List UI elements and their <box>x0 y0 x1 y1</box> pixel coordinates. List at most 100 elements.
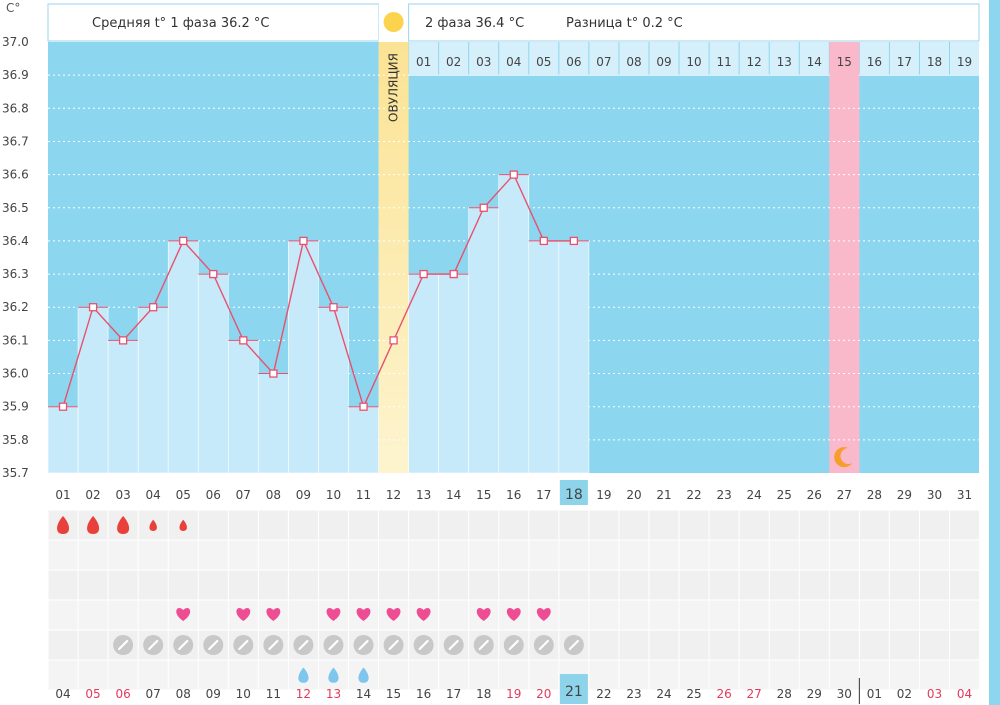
pill-icon-stroke <box>298 639 309 651</box>
phase2-day-label: 01 <box>416 55 431 69</box>
temperature-bar <box>318 306 349 474</box>
symptom-cell <box>258 510 288 540</box>
x-tick-label: 08 <box>266 488 281 502</box>
symptom-cell <box>889 570 919 600</box>
symptom-cell <box>859 510 889 540</box>
symptom-cell <box>950 540 980 570</box>
phase2-day-cell <box>469 42 499 76</box>
pill-icon-stroke <box>478 639 489 651</box>
symptom-cell <box>168 660 198 690</box>
x-tick-label: 20 <box>626 488 641 502</box>
symptom-cell <box>108 600 138 630</box>
x-tick-label: 24 <box>747 488 762 502</box>
symptom-cell <box>649 540 679 570</box>
symptom-cell <box>739 600 769 630</box>
phase2-day-cell <box>919 42 949 76</box>
symptom-cell <box>288 600 318 630</box>
symptom-cell <box>709 510 739 540</box>
calendar-date-label: 23 <box>626 687 641 701</box>
symptom-cell <box>108 570 138 600</box>
symptom-cell <box>48 630 78 660</box>
temperature-bar <box>498 174 530 474</box>
pill-icon-stroke <box>388 639 399 651</box>
pill-icon-stroke <box>448 639 459 651</box>
symptom-cell <box>859 630 889 660</box>
symptom-cell <box>619 660 649 690</box>
phase2-day-label: 16 <box>867 55 882 69</box>
today-marker <box>559 480 588 505</box>
x-tick-label: 18 <box>565 487 583 503</box>
calendar-date-label: 17 <box>446 687 461 701</box>
y-tick-label: 36.1 <box>2 333 29 347</box>
calendar-date-label: 12 <box>296 687 311 701</box>
phase1-average-text: Средняя t° 1 фаза 36.2 °C <box>92 16 269 31</box>
symptom-cell <box>379 540 409 570</box>
x-axis-band <box>48 473 979 509</box>
temperature-bar <box>258 373 289 474</box>
x-tick-label: 09 <box>296 488 311 502</box>
symptom-cell <box>919 510 949 540</box>
symptom-cell <box>919 570 949 600</box>
x-tick-label: 15 <box>476 488 491 502</box>
symptom-cell <box>619 570 649 600</box>
symptom-cell <box>950 600 980 630</box>
calendar-date-label: 30 <box>837 687 852 701</box>
calendar-date-label: 29 <box>807 687 822 701</box>
x-tick-label: 30 <box>927 488 942 502</box>
phase2-day-label: 12 <box>747 55 762 69</box>
symptom-cell <box>739 570 769 600</box>
phase2-day-label: 18 <box>927 55 942 69</box>
y-tick-label: 35.9 <box>2 400 29 414</box>
phase2-day-label: 04 <box>506 55 521 69</box>
calendar-date-label: 01 <box>867 687 882 701</box>
symptom-cell <box>228 510 258 540</box>
symptom-cell <box>228 660 258 690</box>
symptom-cell <box>889 540 919 570</box>
phase2-day-cell <box>889 42 919 76</box>
phase2-day-cell <box>709 42 739 76</box>
blood-drop-icon <box>179 519 187 531</box>
temperature-point <box>88 303 98 312</box>
x-tick-label: 22 <box>686 488 701 502</box>
ovulation-column <box>378 42 409 473</box>
symptom-cell <box>769 600 799 630</box>
symptom-cell <box>919 600 949 630</box>
calendar-date-label: 18 <box>476 687 491 701</box>
y-tick-label: 35.7 <box>2 466 29 480</box>
calendar-date-label: 10 <box>236 687 251 701</box>
symptom-cell <box>198 510 228 540</box>
calendar-date-label: 22 <box>596 687 611 701</box>
symptom-cell <box>258 660 288 690</box>
symptom-cell <box>439 570 469 600</box>
symptom-cell <box>859 600 889 630</box>
temperature-point <box>509 170 518 179</box>
temperature-bar <box>137 306 169 474</box>
discharge-drop-icon <box>328 667 339 683</box>
symptom-cell <box>288 570 318 600</box>
phase2-day-label: 15 <box>837 55 852 69</box>
symptom-cell <box>78 600 108 630</box>
calendar-date-label: 19 <box>506 687 521 701</box>
temperature-bar <box>438 273 469 474</box>
y-tick-label: 35.8 <box>2 433 29 447</box>
moon-icon <box>834 447 853 468</box>
symptom-cell <box>589 540 619 570</box>
symptom-cell <box>829 600 859 630</box>
symptom-cell <box>679 630 709 660</box>
phase2-day-label: 09 <box>656 55 671 69</box>
symptom-cell <box>769 540 799 570</box>
temperature-point <box>269 369 278 378</box>
phase2-day-label: 13 <box>777 55 792 69</box>
symptom-cell <box>739 630 769 660</box>
symptom-cell <box>108 540 138 570</box>
symptom-cell <box>318 510 348 540</box>
symptom-cell <box>739 540 769 570</box>
y-tick-label: 36.6 <box>2 168 29 182</box>
symptom-cell <box>48 570 78 600</box>
symptom-cell <box>799 630 829 660</box>
calendar-date-label: 20 <box>536 687 551 701</box>
symptom-cell <box>78 570 108 600</box>
phase2-day-cell <box>439 42 469 76</box>
symptom-cell <box>679 600 709 630</box>
symptom-cell <box>799 660 829 690</box>
